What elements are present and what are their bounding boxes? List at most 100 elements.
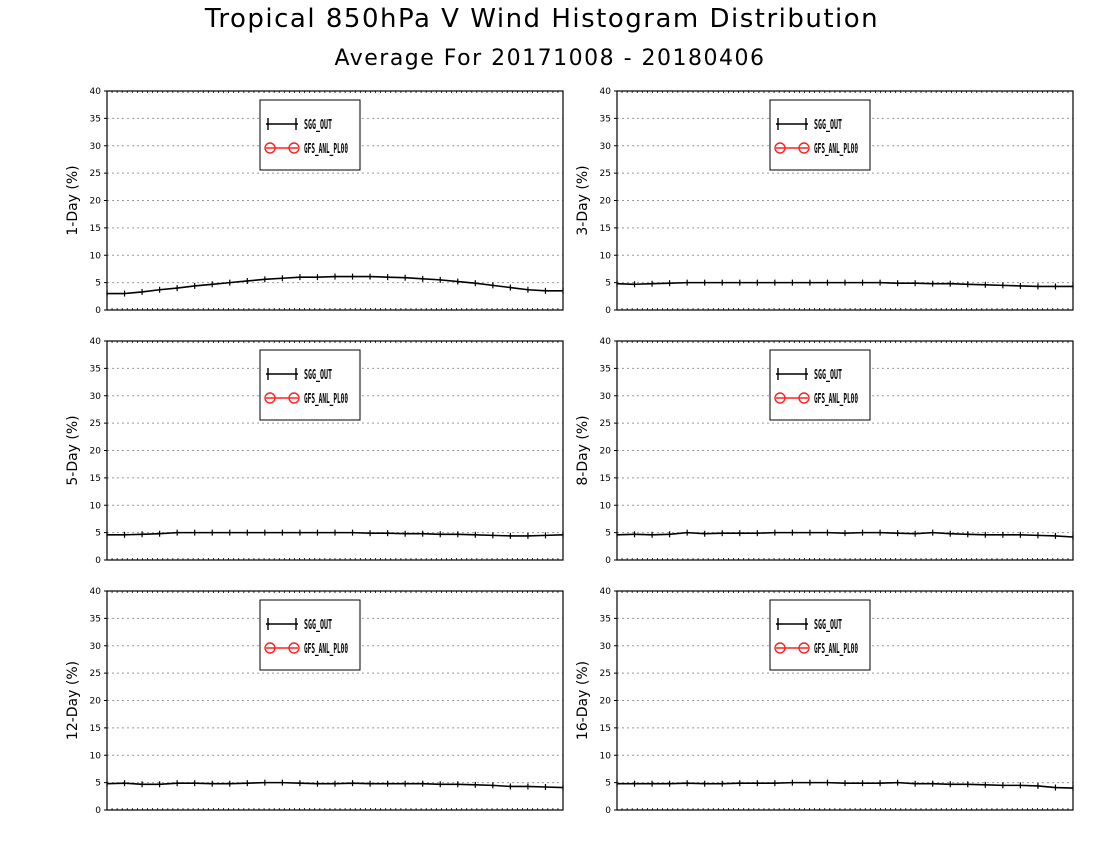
chart-panel-6: 0 5 10 15 20 25 30 35 40 16-Day (%) SGG_OUT GFS_ANL…	[575, 587, 1074, 816]
legend-box	[259, 99, 361, 171]
y-tick-label: 20	[90, 447, 102, 457]
legend: SGG_OUT GFS_ANL_PL00	[259, 99, 361, 171]
y-axis-label: 1-Day (%)	[65, 165, 81, 235]
y-tick-label: 20	[90, 697, 102, 707]
chart-panel-4: 0 5 10 15 20 25 30 35 40 8-Day (%) SGG_OUT GFS_ANL_…	[575, 337, 1074, 566]
legend-label: GFS_ANL_PL00	[814, 392, 858, 407]
y-tick-label: 30	[600, 642, 612, 652]
y-tick-label: 5	[95, 529, 101, 539]
y-axis-label: 3-Day (%)	[575, 165, 591, 235]
y-tick-label: 5	[605, 529, 611, 539]
y-tick-label: 10	[90, 501, 102, 511]
legend-box	[259, 349, 361, 421]
legend-marker-circle	[288, 392, 300, 404]
y-axis-label: 12-Day (%)	[65, 661, 81, 740]
y-tick-label: 40	[90, 337, 102, 347]
y-tick-label: 35	[90, 114, 101, 124]
y-tick-label: 20	[600, 447, 612, 457]
legend-marker-circle	[288, 642, 300, 654]
chart-panel-3: 0 5 10 15 20 25 30 35 40 5-Day (%) SGG_OUT GFS_ANL_…	[65, 337, 564, 566]
legend-box	[259, 599, 361, 671]
y-tick-label: 10	[90, 751, 102, 761]
y-tick-label: 10	[600, 501, 612, 511]
y-tick-label: 20	[600, 197, 612, 207]
y-tick-label: 5	[95, 279, 101, 289]
y-axis-label: 16-Day (%)	[575, 661, 591, 740]
legend-marker-circle	[264, 642, 276, 654]
legend-label: SGG_OUT	[814, 118, 842, 133]
chart-panel-5: 0 5 10 15 20 25 30 35 40 12-Day (%) SGG_OUT GFS_ANL…	[65, 587, 564, 816]
y-tick-label: 20	[90, 197, 102, 207]
y-tick-label: 35	[600, 614, 611, 624]
legend: SGG_OUT GFS_ANL_PL00	[769, 349, 871, 421]
legend-marker-circle	[288, 142, 300, 154]
legend-marker-circle	[774, 642, 786, 654]
y-tick-label: 0	[605, 306, 611, 316]
y-tick-label: 0	[95, 306, 101, 316]
legend-marker-circle	[798, 642, 810, 654]
y-tick-label: 10	[600, 751, 612, 761]
legend-label: GFS_ANL_PL00	[304, 142, 348, 157]
y-tick-label: 25	[600, 419, 611, 429]
legend-marker-circle	[798, 392, 810, 404]
legend: SGG_OUT GFS_ANL_PL00	[259, 599, 361, 671]
y-tick-label: 30	[90, 142, 102, 152]
y-axis-label: 5-Day (%)	[65, 415, 81, 485]
y-tick-label: 25	[90, 419, 101, 429]
legend-label: SGG_OUT	[304, 618, 332, 633]
y-axis-label: 8-Day (%)	[575, 415, 591, 485]
legend-label: SGG_OUT	[304, 118, 332, 133]
legend-marker-circle	[264, 142, 276, 154]
y-tick-label: 25	[90, 169, 101, 179]
y-tick-label: 35	[600, 114, 611, 124]
y-tick-label: 25	[600, 169, 611, 179]
y-tick-label: 0	[95, 806, 101, 816]
legend-marker-circle	[774, 142, 786, 154]
y-tick-label: 0	[605, 806, 611, 816]
y-tick-label: 20	[600, 697, 612, 707]
legend-label: SGG_OUT	[814, 618, 842, 633]
y-tick-label: 0	[95, 556, 101, 566]
chart-panel-2: 0 5 10 15 20 25 30 35 40 3-Day (%) SGG_OUT GFS_ANL_…	[575, 87, 1074, 316]
legend: SGG_OUT GFS_ANL_PL00	[769, 599, 871, 671]
y-tick-label: 15	[600, 224, 611, 234]
legend: SGG_OUT GFS_ANL_PL00	[259, 349, 361, 421]
y-tick-label: 15	[90, 474, 101, 484]
legend-label: GFS_ANL_PL00	[814, 642, 858, 657]
legend-marker-circle	[264, 392, 276, 404]
y-tick-label: 30	[90, 392, 102, 402]
y-tick-label: 0	[605, 556, 611, 566]
y-tick-label: 5	[605, 779, 611, 789]
legend-box	[769, 349, 871, 421]
legend: SGG_OUT GFS_ANL_PL00	[769, 99, 871, 171]
y-tick-label: 15	[600, 474, 611, 484]
y-tick-label: 15	[90, 724, 101, 734]
y-tick-label: 25	[600, 669, 611, 679]
y-tick-label: 35	[600, 364, 611, 374]
y-tick-label: 5	[605, 279, 611, 289]
legend-label: GFS_ANL_PL00	[304, 642, 348, 657]
page-title: Tropical 850hPa V Wind Histogram Distrib…	[204, 4, 880, 34]
legend-label: GFS_ANL_PL00	[304, 392, 348, 407]
legend-label: SGG_OUT	[304, 368, 332, 383]
y-tick-label: 30	[600, 142, 612, 152]
y-tick-label: 40	[600, 587, 612, 597]
y-tick-label: 40	[90, 87, 102, 97]
y-tick-label: 30	[90, 642, 102, 652]
y-tick-label: 5	[95, 779, 101, 789]
legend-label: GFS_ANL_PL00	[814, 142, 858, 157]
y-tick-label: 40	[600, 87, 612, 97]
y-tick-label: 40	[600, 337, 612, 347]
chart-panel-1: 0 5 10 15 20 25 30 35 40 1-Day (%) SGG_OUT GFS_ANL_…	[65, 87, 564, 316]
legend-box	[769, 99, 871, 171]
page-subtitle: Average For 20171008 - 20180406	[334, 46, 766, 71]
legend-label: SGG_OUT	[814, 368, 842, 383]
legend-marker-circle	[798, 142, 810, 154]
y-tick-label: 30	[600, 392, 612, 402]
y-tick-label: 35	[90, 364, 101, 374]
y-tick-label: 40	[90, 587, 102, 597]
y-tick-label: 15	[600, 724, 611, 734]
y-tick-label: 15	[90, 224, 101, 234]
y-tick-label: 25	[90, 669, 101, 679]
